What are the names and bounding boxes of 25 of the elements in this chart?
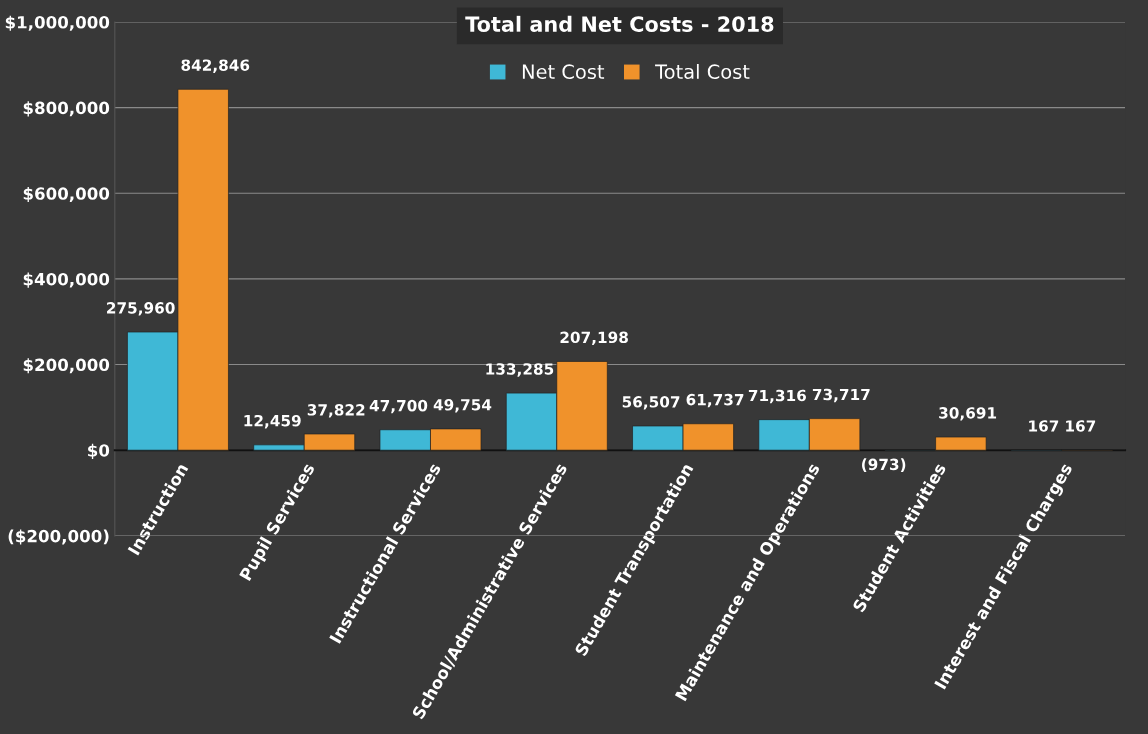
data-label: 30,691 (939, 407, 997, 421)
data-label: 56,507 (622, 396, 680, 410)
data-label: 49,754 (433, 398, 492, 413)
data-label: 71,316 (748, 389, 806, 404)
y-tick-label: $600,000 (23, 186, 110, 203)
data-label: 73,717 (812, 388, 870, 403)
y-tick-label: $200,000 (23, 358, 110, 374)
y-tick-label: $400,000 (23, 272, 110, 288)
y-tick-label: $800,000 (23, 101, 110, 117)
legend-label: Total Cost (655, 63, 750, 80)
y-tick-label: ($200,000) (8, 529, 109, 545)
data-label: 167 (1029, 420, 1059, 432)
data-label: 12,459 (244, 414, 301, 429)
y-tick-label: $0 (88, 443, 110, 459)
data-label: 47,700 (369, 399, 428, 414)
data-label: 37,822 (307, 404, 365, 418)
y-tick-label: $1,000,000 (5, 15, 110, 31)
data-label: 207,198 (560, 331, 628, 346)
legend-label: Net Cost (522, 64, 605, 80)
data-label: 133,285 (486, 363, 554, 377)
data-label: 275,960 (107, 302, 175, 316)
data-label: 842,846 (181, 59, 250, 73)
data-label: 167 (1066, 420, 1096, 432)
chart-title: Total and Net Costs - 2018 (465, 15, 774, 32)
data-label: 61,737 (686, 393, 744, 408)
